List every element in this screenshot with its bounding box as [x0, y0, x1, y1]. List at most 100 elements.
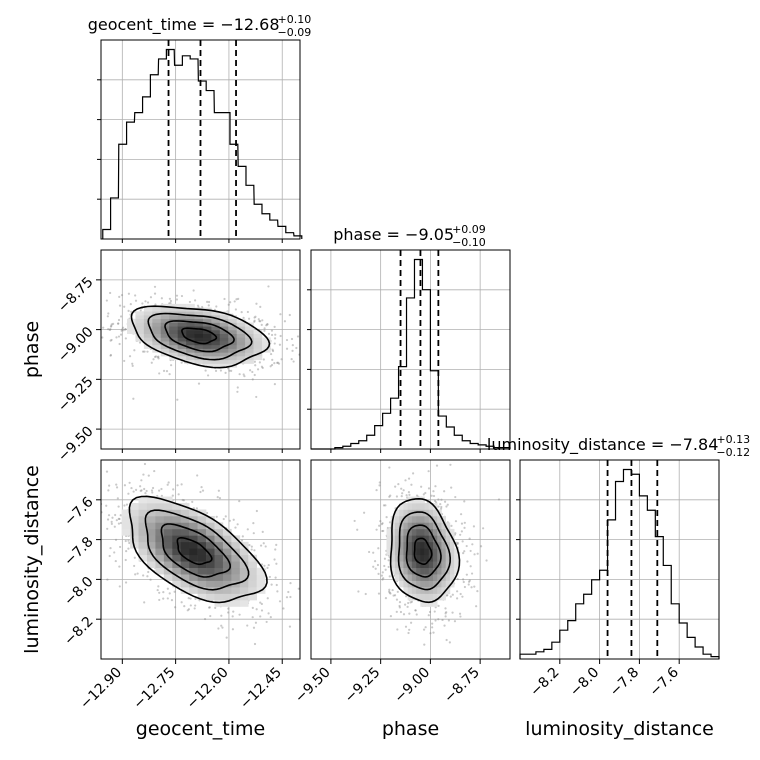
sample-point [434, 619, 437, 622]
sample-point [167, 481, 170, 484]
sample-point [134, 573, 137, 576]
density-cell [428, 600, 434, 607]
sample-point [94, 482, 96, 484]
density-cell [454, 554, 459, 562]
sample-point [114, 559, 117, 563]
density-cell [399, 548, 404, 556]
sample-point [169, 299, 173, 303]
sample-point [373, 560, 377, 563]
density-cell [155, 541, 165, 549]
sample-point [408, 628, 411, 631]
density-cell [228, 315, 238, 320]
density-cell [416, 548, 421, 556]
sample-point [110, 338, 113, 342]
density-cell [135, 322, 145, 327]
density-cell [202, 356, 212, 361]
density-cell [231, 567, 241, 575]
density-cell [445, 528, 451, 536]
density-cell [186, 315, 195, 320]
sample-point [380, 574, 384, 577]
sample-point [321, 357, 323, 359]
density-cell [219, 352, 229, 357]
density-cell [222, 580, 232, 588]
density-cell [239, 600, 249, 607]
density-cell [186, 348, 195, 353]
density-cell [424, 561, 430, 569]
sample-point [420, 485, 423, 488]
sample-point [409, 601, 412, 604]
density-cell [214, 593, 224, 601]
sample-point [295, 346, 298, 350]
sample-point [243, 375, 246, 378]
density-cell [126, 322, 136, 327]
sample-point [129, 303, 132, 306]
density-cell [248, 554, 257, 562]
sample-point [252, 626, 256, 629]
y-tick-label: −7.6 [61, 494, 96, 529]
y-tick-label: −8.2 [61, 614, 96, 649]
sample-point [227, 367, 230, 370]
sample-point [255, 395, 258, 399]
sample-point [288, 625, 292, 628]
sample-point [253, 320, 256, 323]
sample-point [273, 325, 276, 328]
sample-point [140, 489, 143, 492]
density-cell [138, 509, 148, 517]
sample-point [118, 304, 122, 307]
sample-point [410, 621, 413, 624]
sample-point [109, 328, 112, 331]
density-cell [386, 528, 392, 536]
density-cell [163, 535, 173, 543]
sample-point [380, 523, 384, 526]
density-cell [245, 329, 254, 335]
density-cell [155, 535, 165, 543]
sample-point [134, 488, 138, 491]
sample-point [248, 543, 251, 547]
sample-point [260, 602, 263, 606]
density-cell [177, 348, 187, 353]
sample-point [110, 323, 113, 326]
density-cell [433, 567, 438, 575]
sample-point [456, 543, 459, 546]
sample-point [263, 329, 266, 332]
density-cell [390, 528, 396, 536]
sample-point [382, 577, 385, 580]
sample-point [154, 303, 157, 306]
sample-point [119, 333, 123, 336]
sample-point [388, 588, 391, 591]
sample-point [462, 580, 465, 584]
sample-point [472, 525, 476, 528]
density-cell [172, 541, 182, 549]
x-tick-label: −9.00 [392, 665, 434, 707]
sample-point [194, 597, 197, 600]
sample-point [437, 498, 440, 501]
density-cell [172, 535, 182, 543]
density-cell [138, 554, 148, 562]
sample-point [450, 524, 453, 527]
density-cell [433, 522, 438, 530]
density-cell [214, 600, 224, 607]
sample-point [136, 572, 139, 575]
density-cell [228, 359, 238, 364]
density-cell [420, 593, 425, 601]
sample-point [450, 486, 453, 489]
sample-point [128, 355, 132, 358]
sample-point [471, 543, 474, 546]
density-cell [180, 580, 190, 588]
sample-point [266, 597, 269, 600]
sample-point [201, 489, 205, 492]
density-cell [135, 333, 145, 338]
density-cell [143, 307, 153, 312]
sample-point [381, 529, 384, 533]
sample-point [448, 641, 451, 644]
panel-title-luminosity_distance: luminosity_distance = −7.84 [487, 435, 718, 455]
density-cell [449, 580, 455, 588]
sample-point [273, 558, 276, 561]
sample-point [256, 368, 260, 371]
density-cell [186, 333, 195, 338]
sample-point [402, 489, 405, 492]
density-cell [135, 326, 145, 331]
sample-point [113, 525, 116, 528]
sample-point [289, 582, 292, 585]
density-cell [160, 307, 170, 312]
